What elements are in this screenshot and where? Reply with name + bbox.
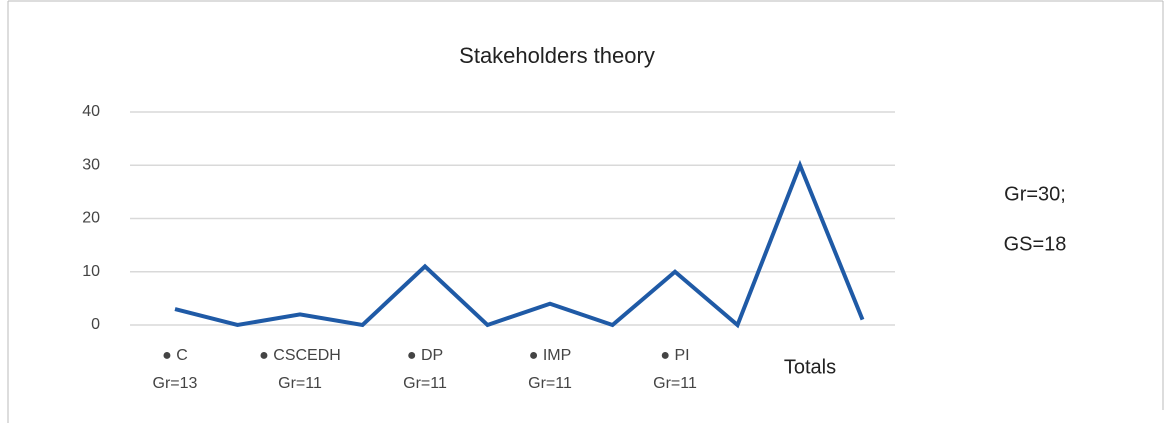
line-series: [174, 159, 865, 329]
x-tick-label: Gr=11: [653, 375, 697, 392]
x-tick-label: Gr=11: [403, 375, 447, 392]
x-tick-label: Gr=11: [278, 375, 322, 392]
annotation: GS=18: [1004, 233, 1067, 255]
y-tick-label: 0: [91, 316, 100, 333]
x-tick-label: ● CSCEDH: [259, 347, 341, 364]
chart-title: Stakeholders theory: [459, 43, 655, 68]
y-tick-label: 40: [82, 103, 100, 120]
x-tick-label: Totals: [784, 356, 836, 378]
y-tick-label: 30: [82, 156, 100, 173]
x-tick-label: Gr=11: [528, 375, 572, 392]
annotation: Gr=30;: [1004, 183, 1066, 205]
y-tick-label: 10: [82, 263, 100, 280]
x-tick-label: ● DP: [407, 347, 443, 364]
x-tick-label: Gr=13: [153, 375, 198, 392]
x-tick-label: ● IMP: [529, 347, 572, 364]
x-tick-label: ● C: [162, 347, 188, 364]
x-tick-label: ● PI: [660, 347, 689, 364]
y-tick-label: 20: [82, 210, 100, 227]
